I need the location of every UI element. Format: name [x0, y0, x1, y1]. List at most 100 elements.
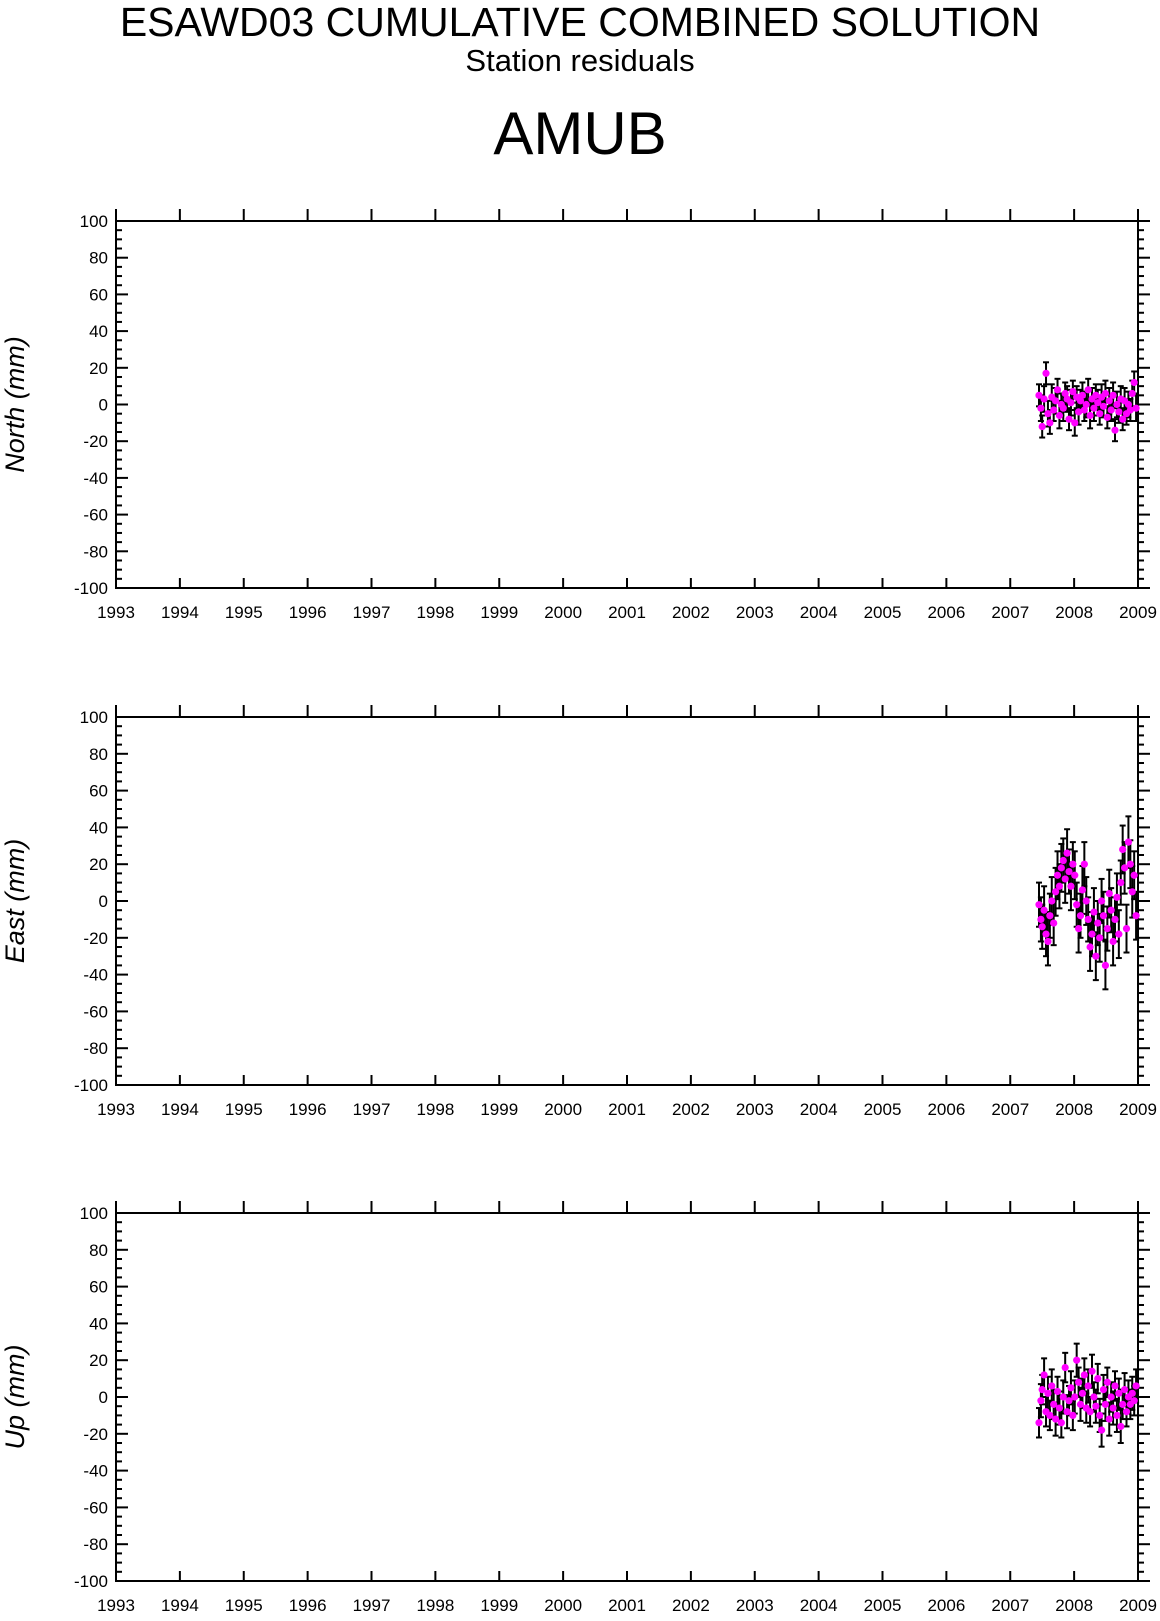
- east-x-tick-label: 1995: [225, 1100, 263, 1119]
- up-x-tick-label: 1999: [480, 1596, 518, 1615]
- north-x-tick-label: 2002: [672, 603, 710, 622]
- north-data-point: [1109, 391, 1117, 399]
- east-data-point: [1067, 882, 1075, 890]
- up-data-point: [1097, 1426, 1106, 1434]
- east-data-point: [1113, 893, 1121, 901]
- north-data-point: [1082, 400, 1090, 409]
- east-y-tick-label: 40: [89, 818, 108, 837]
- east-data-point: [1090, 908, 1098, 916]
- north-data-point: [1053, 386, 1062, 394]
- east-y-tick-label: -80: [83, 1039, 108, 1058]
- up-x-tick-label: 1997: [353, 1596, 391, 1615]
- east-data-point: [1088, 930, 1096, 938]
- east-data-point: [1124, 838, 1133, 846]
- east-x-tick-label: 2009: [1119, 1100, 1157, 1119]
- north-data-point: [1096, 410, 1104, 418]
- east-data-point: [1038, 923, 1046, 931]
- north-data-point: [1092, 391, 1100, 399]
- up-y-tick-label: -40: [83, 1462, 108, 1481]
- up-panel: 1993 1994 1995 1996 1997 1998 1999 2000 2001 2002…: [0, 1201, 1157, 1615]
- north-data-point: [1052, 397, 1060, 405]
- east-data-point: [1042, 930, 1050, 938]
- east-data-point: [1057, 864, 1065, 872]
- east-data-point: [1096, 934, 1104, 942]
- east-data-point: [1107, 906, 1115, 914]
- up-data-point: [1059, 1393, 1067, 1401]
- north-y-tick-label: -40: [83, 469, 108, 488]
- east-data-point: [1097, 897, 1106, 905]
- north-x-tick-label: 2006: [927, 603, 965, 622]
- up-y-tick-label: -20: [83, 1425, 108, 1444]
- north-data-point: [1037, 404, 1045, 412]
- up-data-point: [1037, 1397, 1045, 1405]
- north-data-point: [1126, 406, 1134, 414]
- north-x-tick-label: 2000: [544, 603, 582, 622]
- north-x-tick-label: 2005: [864, 603, 902, 622]
- east-data-point: [1061, 875, 1069, 883]
- north-data-point: [1067, 399, 1075, 407]
- east-data-point: [1059, 856, 1067, 865]
- east-x-tick-label: 2002: [672, 1100, 710, 1119]
- north-data-point: [1080, 406, 1088, 414]
- north-x-tick-label: 2001: [608, 603, 646, 622]
- up-data-point: [1105, 1415, 1113, 1423]
- north-y-axis-label: North (mm): [0, 336, 30, 473]
- up-y-tick-label: -100: [74, 1572, 108, 1591]
- north-data-point: [1076, 397, 1085, 405]
- up-data-point: [1044, 1389, 1052, 1397]
- up-data-point: [1080, 1371, 1088, 1379]
- up-data-point: [1071, 1393, 1079, 1401]
- east-data-point: [1050, 919, 1058, 927]
- east-data-point: [1063, 849, 1071, 857]
- up-data-point: [1057, 1419, 1065, 1427]
- up-data-point: [1040, 1371, 1048, 1379]
- up-data-point: [1035, 1419, 1043, 1427]
- up-y-tick-label: 20: [89, 1351, 108, 1370]
- north-x-tick-label: 1996: [289, 603, 327, 622]
- north-data-point: [1059, 404, 1067, 412]
- up-data-point: [1069, 1411, 1077, 1419]
- east-y-tick-label: -20: [83, 929, 108, 948]
- east-x-tick-label: 1999: [480, 1100, 518, 1119]
- east-x-tick-label: 1998: [416, 1100, 454, 1119]
- east-data-point: [1046, 912, 1054, 920]
- north-y-tick-label: -60: [83, 506, 108, 525]
- north-data-point: [1115, 408, 1123, 416]
- up-data-point: [1063, 1408, 1071, 1416]
- north-y-tick-label: -20: [83, 432, 108, 451]
- north-data-point: [1071, 419, 1079, 427]
- east-y-tick-label: 20: [89, 855, 108, 874]
- east-x-tick-label: 2005: [864, 1100, 902, 1119]
- east-y-axis-label: East (mm): [0, 839, 30, 964]
- north-data-point: [1107, 406, 1115, 414]
- up-data-point: [1107, 1393, 1115, 1401]
- north-data-point: [1124, 400, 1133, 409]
- east-data-point: [1073, 901, 1081, 909]
- east-x-tick-label: 2008: [1055, 1100, 1093, 1119]
- east-data-point: [1082, 897, 1090, 905]
- up-data-point: [1099, 1386, 1108, 1394]
- east-data-point: [1122, 925, 1131, 933]
- up-data-point: [1078, 1389, 1087, 1397]
- up-data-point: [1090, 1393, 1098, 1401]
- up-data-point: [1122, 1408, 1131, 1416]
- east-data-point: [1076, 912, 1085, 920]
- up-x-tick-label: 2001: [608, 1596, 646, 1615]
- east-data-point: [1103, 925, 1111, 933]
- up-data-point: [1038, 1386, 1046, 1394]
- east-data-point: [1128, 888, 1136, 896]
- north-data-point: [1055, 411, 1064, 420]
- north-data-point: [1101, 389, 1110, 398]
- north-y-tick-label: 100: [80, 212, 108, 231]
- north-data-point: [1042, 369, 1050, 377]
- up-data-point: [1103, 1378, 1111, 1386]
- up-data-point: [1096, 1411, 1104, 1419]
- east-data-point: [1094, 919, 1102, 927]
- up-y-tick-label: 40: [89, 1314, 108, 1333]
- east-data-point: [1115, 930, 1123, 938]
- up-data-point: [1065, 1397, 1073, 1405]
- east-data-point: [1037, 915, 1045, 924]
- up-x-tick-label: 1996: [289, 1596, 327, 1615]
- up-y-tick-label: -60: [83, 1498, 108, 1517]
- up-data-point: [1067, 1384, 1075, 1392]
